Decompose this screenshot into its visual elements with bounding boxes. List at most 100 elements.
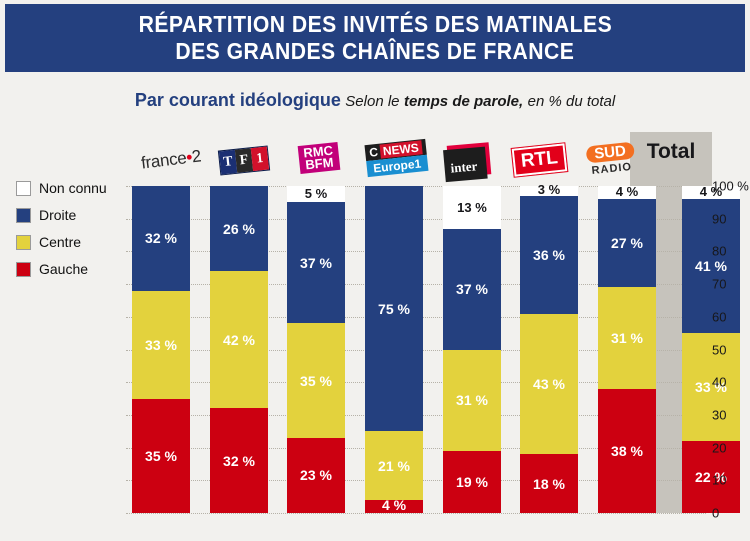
bar-segment-non-connu: 13 % bbox=[443, 186, 501, 229]
bar-segment-centre: 42 % bbox=[210, 271, 268, 409]
legend-item-non-connu: Non connu bbox=[16, 180, 126, 196]
legend-item-droite: Droite bbox=[16, 207, 126, 223]
bar-column: 4 % 21 % 75 % bbox=[365, 186, 423, 513]
logo-rtl-icon: RTL bbox=[508, 142, 570, 178]
bar-segment-value-label: 31 % bbox=[456, 392, 488, 409]
bar-segment-value-label: 22 % bbox=[695, 469, 727, 486]
bar-segment-value-label: 4 % bbox=[615, 184, 639, 200]
bar-segment-gauche: 35 % bbox=[132, 398, 190, 513]
bar-segment-non-connu: 4 % bbox=[682, 184, 740, 200]
bar-segment-value-label: 4 % bbox=[381, 497, 407, 514]
y-axis-tick-label: 30 bbox=[712, 407, 727, 423]
bar-segment-non-connu: 3 % bbox=[520, 182, 578, 198]
legend-item-label: Non connu bbox=[39, 180, 107, 196]
legend-item-label: Droite bbox=[39, 207, 77, 223]
bar-segment-droite: 27 % bbox=[598, 199, 656, 288]
y-axis-tick-label: 90 bbox=[712, 211, 727, 227]
bar-segment-value-label: 18 % bbox=[533, 475, 565, 492]
bar-column: 18 % 43 % 36 % 3 % bbox=[520, 182, 578, 513]
logo-france2-num: 2 bbox=[190, 146, 202, 167]
y-axis-tick-label: 50 bbox=[712, 342, 727, 357]
bar-segment-gauche: 18 % bbox=[520, 454, 578, 513]
y-axis-tick-label: 70 bbox=[712, 276, 727, 292]
bar-segment-value-label: 21 % bbox=[378, 457, 410, 474]
legend-swatch-icon bbox=[16, 234, 31, 250]
bar-segment-gauche: 32 % bbox=[210, 408, 268, 513]
bar-segment-droite: 36 % bbox=[520, 195, 578, 314]
legend-swatch-icon bbox=[16, 261, 31, 277]
bar-segment-value-label: 38 % bbox=[611, 442, 643, 459]
bar-segment-centre: 33 % bbox=[132, 290, 190, 399]
y-axis-tick-label: 0 bbox=[712, 505, 720, 521]
chart-legend: Non connu Droite Centre Gauche bbox=[16, 180, 126, 288]
subtitle-italic-bold: temps de parole, bbox=[403, 93, 524, 110]
bar-segment-value-label: 32 % bbox=[145, 230, 177, 247]
bar-segment-value-label: 23 % bbox=[300, 467, 332, 484]
bar-column: 32 % 42 % 26 % bbox=[210, 186, 268, 513]
bar-segment-centre: 43 % bbox=[520, 313, 578, 455]
bar-segment-centre: 31 % bbox=[443, 349, 501, 451]
bar-segment-centre: 33 % bbox=[682, 333, 740, 442]
subtitle-italic-post: en % du total bbox=[527, 93, 616, 110]
y-axis-tick-label: 100 % bbox=[712, 178, 749, 194]
logo-franceinter-icon: inter bbox=[440, 140, 498, 183]
logo-cnews-europe1-icon: C NEWS Europe1 bbox=[358, 138, 434, 178]
bar-segment-value-label: 33 % bbox=[695, 379, 727, 396]
bar-column: 23 % 35 % 37 % 5 % bbox=[287, 186, 345, 513]
gridline bbox=[126, 513, 706, 514]
chart-subtitle: Par courant idéologique Selon le temps d… bbox=[0, 90, 750, 111]
y-axis-tick-label: 60 bbox=[712, 309, 727, 325]
bar-segment-value-label: 27 % bbox=[611, 235, 643, 252]
bar-segment-value-label: 35 % bbox=[145, 447, 177, 464]
y-axis-tick-label: 40 bbox=[712, 374, 727, 390]
bar-segment-droite: 37 % bbox=[443, 228, 501, 350]
title-banner: RÉPARTITION DES INVITÉS DES MATINALES DE… bbox=[5, 4, 745, 72]
y-axis: 0 10 20 30 40 50 60 70 80 90 100 % bbox=[712, 178, 750, 523]
bar-segment-gauche: 19 % bbox=[443, 450, 501, 513]
bar-segment-value-label: 4 % bbox=[699, 184, 723, 200]
legend-item-centre: Centre bbox=[16, 234, 126, 250]
stacked-bar-chart: 35 % 33 % 32 % 32 % 42 % 26 % 23 % 35 % 37 % 5 % 4… bbox=[126, 182, 740, 514]
bar-segment-value-label: 75 % bbox=[378, 300, 410, 317]
legend-item-gauche: Gauche bbox=[16, 261, 126, 277]
page-title-line1: RÉPARTITION DES INVITÉS DES MATINALES bbox=[138, 11, 612, 37]
bar-segment-value-label: 42 % bbox=[223, 331, 255, 348]
subtitle-italic-pre: Selon le bbox=[345, 93, 400, 110]
bar-segment-gauche: 23 % bbox=[287, 437, 345, 513]
bar-segment-droite: 41 % bbox=[682, 199, 740, 334]
bar-segment-value-label: 35 % bbox=[300, 372, 332, 389]
bar-segment-droite: 32 % bbox=[132, 186, 190, 291]
logo-sudradio-icon: SUD RADIO bbox=[578, 138, 644, 180]
bar-segment-value-label: 26 % bbox=[223, 220, 255, 237]
bar-segment-value-label: 37 % bbox=[456, 281, 488, 297]
bar-segment-value-label: 19 % bbox=[456, 473, 488, 490]
legend-swatch-icon bbox=[16, 180, 31, 196]
bar-segment-value-label: 33 % bbox=[145, 336, 177, 353]
bar-segment-droite: 37 % bbox=[287, 202, 345, 324]
bar-segment-value-label: 5 % bbox=[304, 185, 328, 201]
y-axis-tick-label: 10 bbox=[712, 472, 727, 488]
bar-segment-gauche: 22 % bbox=[682, 441, 740, 513]
bar-segment-centre: 31 % bbox=[598, 287, 656, 389]
bar-segment-value-label: 43 % bbox=[533, 375, 565, 392]
y-axis-tick-label: 20 bbox=[712, 440, 727, 456]
bar-column: 19 % 31 % 37 % 13 % bbox=[443, 186, 501, 513]
bar-segment-value-label: 32 % bbox=[223, 452, 255, 469]
y-axis-tick-label: 80 bbox=[712, 243, 727, 259]
bar-segment-gauche: 4 % bbox=[365, 497, 423, 514]
subtitle-strong: Par courant idéologique bbox=[134, 90, 341, 110]
bar-segment-droite: 26 % bbox=[210, 186, 268, 272]
bar-segment-value-label: 37 % bbox=[300, 254, 332, 271]
bar-segment-value-label: 41 % bbox=[695, 258, 727, 275]
bar-column: 22 % 33 % 41 % 4 % bbox=[682, 184, 740, 513]
total-column-label: Total bbox=[646, 140, 696, 163]
bar-segment-value-label: 36 % bbox=[533, 246, 565, 263]
bar-segment-gauche: 38 % bbox=[598, 388, 656, 513]
bar-segment-value-label: 13 % bbox=[457, 199, 487, 215]
bar-segment-value-label: 3 % bbox=[537, 182, 561, 198]
logo-france2-icon: france•2 bbox=[126, 140, 216, 180]
bar-segment-centre: 35 % bbox=[287, 323, 345, 438]
bar-segment-non-connu: 4 % bbox=[598, 184, 656, 200]
logo-rmcbfm-icon: RMC BFM bbox=[288, 138, 350, 178]
